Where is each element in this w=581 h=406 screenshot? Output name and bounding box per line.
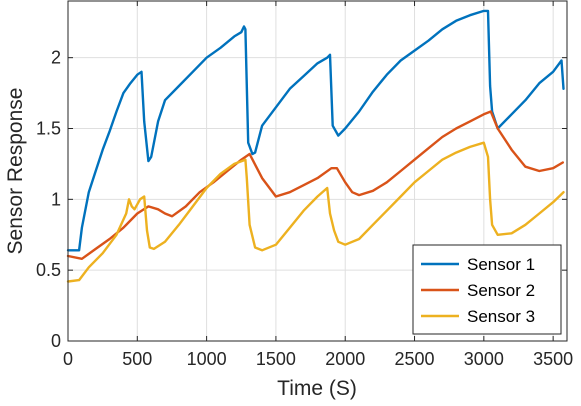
series-line-sensor-1 [66, 9, 565, 252]
y-tick-label: 0.5 [36, 260, 61, 280]
y-tick-label: 0 [51, 331, 61, 351]
y-tick-labels: 0 0.5 1 1.5 2 [36, 48, 61, 351]
x-tick-label: 1000 [187, 349, 227, 369]
legend-label-sensor-3: Sensor 3 [467, 307, 535, 326]
x-tick-label: 3000 [464, 349, 504, 369]
series-layer [66, 9, 565, 283]
x-tick-label: 2000 [325, 349, 365, 369]
legend-label-sensor-1: Sensor 1 [467, 255, 535, 274]
series-line-sensor-3 [66, 141, 565, 283]
x-tick-label: 2500 [395, 349, 435, 369]
y-tick-label: 1 [51, 189, 61, 209]
y-tick-label: 2 [51, 48, 61, 68]
y-axis-title: Sensor Response [4, 88, 27, 255]
axes-box [67, 0, 568, 342]
x-tick-label: 0 [63, 349, 73, 369]
x-axis-title: Time (S) [277, 377, 357, 400]
series-line-sensor-2 [66, 110, 564, 260]
x-tick-label: 3500 [533, 349, 573, 369]
legend: Sensor 1 Sensor 2 Sensor 3 [412, 244, 562, 335]
x-tick-label: 500 [122, 349, 152, 369]
x-tick-labels: 0 500 1000 1500 2000 2500 3000 3500 [63, 349, 573, 369]
legend-label-sensor-2: Sensor 2 [467, 281, 535, 300]
x-tick-label: 1500 [256, 349, 296, 369]
y-tick-label: 1.5 [36, 119, 61, 139]
axes [67, 0, 568, 342]
